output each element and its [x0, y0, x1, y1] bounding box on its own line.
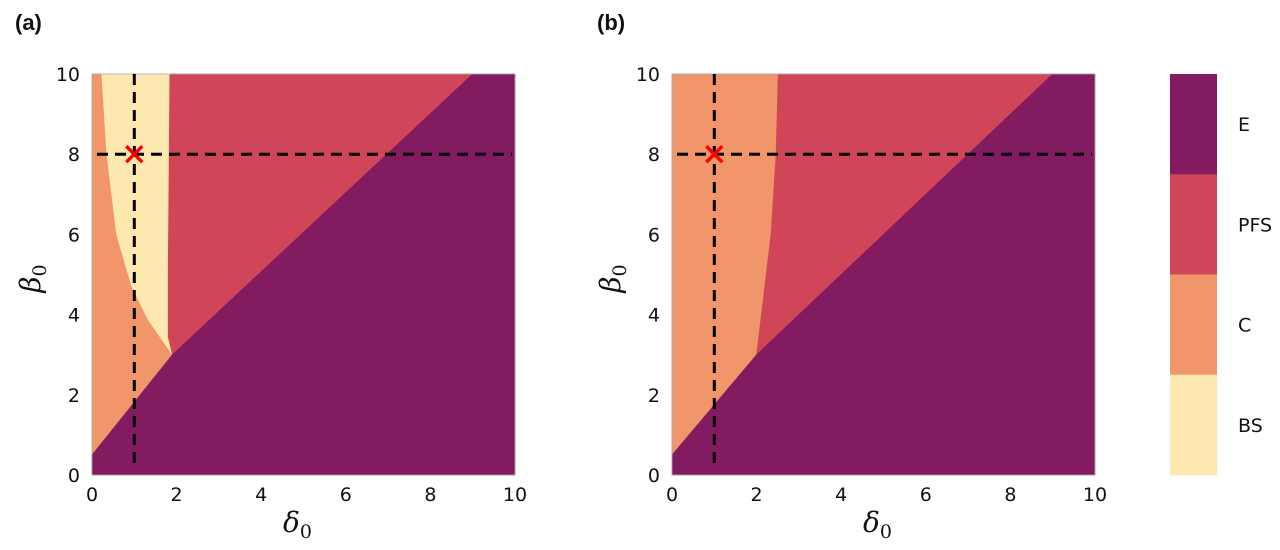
y-axis-label: β0	[594, 264, 631, 293]
colorbar-label: BS	[1238, 415, 1263, 437]
x-tick-label: 2	[171, 484, 183, 506]
y-tick-label: 2	[648, 385, 660, 407]
plot-frame	[91, 73, 516, 476]
y-tick-label: 4	[68, 305, 80, 327]
marker-x	[705, 144, 724, 164]
x-tick-label: 8	[1004, 484, 1016, 506]
x-tick-label: 4	[835, 484, 847, 506]
y-tick-label: 0	[68, 465, 80, 487]
panel-label: (b)	[597, 10, 625, 35]
panel-label: (a)	[15, 10, 42, 35]
y-tick-label: 8	[648, 144, 660, 166]
y-tick-label: 8	[68, 144, 80, 166]
y-tick-label: 10	[56, 64, 80, 86]
x-tick-label: 0	[86, 484, 98, 506]
colorbar: E PFS C BS	[1170, 74, 1272, 476]
x-tick-label: 0	[666, 484, 678, 506]
colorbar-label: PFS	[1238, 214, 1272, 236]
plot-frame	[671, 73, 1096, 476]
colorbar-swatch-e	[1170, 74, 1217, 175]
panel-a: 0 2 4 6 8 10 0 2 4 6 8 10 (a) δ0 β0	[14, 10, 527, 543]
y-tick-label: 0	[648, 465, 660, 487]
x-tick-label: 8	[424, 484, 436, 506]
y-tick-label: 6	[648, 224, 660, 246]
colorbar-swatch-pfs	[1170, 174, 1217, 275]
x-axis-label: δ0	[863, 506, 892, 543]
y-tick-label: 6	[68, 224, 80, 246]
y-tick-label: 4	[648, 305, 660, 327]
y-tick-label: 10	[636, 64, 660, 86]
y-tick-label: 2	[68, 385, 80, 407]
colorbar-swatch-c	[1170, 274, 1217, 376]
x-tick-label: 2	[751, 484, 763, 506]
y-axis-label: β0	[14, 264, 51, 293]
colorbar-label: C	[1238, 315, 1251, 337]
marker-x	[125, 144, 144, 164]
x-tick-label: 6	[340, 484, 352, 506]
colorbar-swatch-bs	[1170, 374, 1217, 476]
x-tick-label: 4	[255, 484, 267, 506]
x-axis-label: δ0	[283, 506, 312, 543]
x-tick-label: 6	[920, 484, 932, 506]
panel-b: 0 2 4 6 8 10 0 2 4 6 8 10 (b) δ0 β0	[594, 10, 1107, 543]
x-tick-label: 10	[1083, 484, 1107, 506]
x-tick-label: 10	[503, 484, 527, 506]
colorbar-label: E	[1238, 114, 1250, 136]
